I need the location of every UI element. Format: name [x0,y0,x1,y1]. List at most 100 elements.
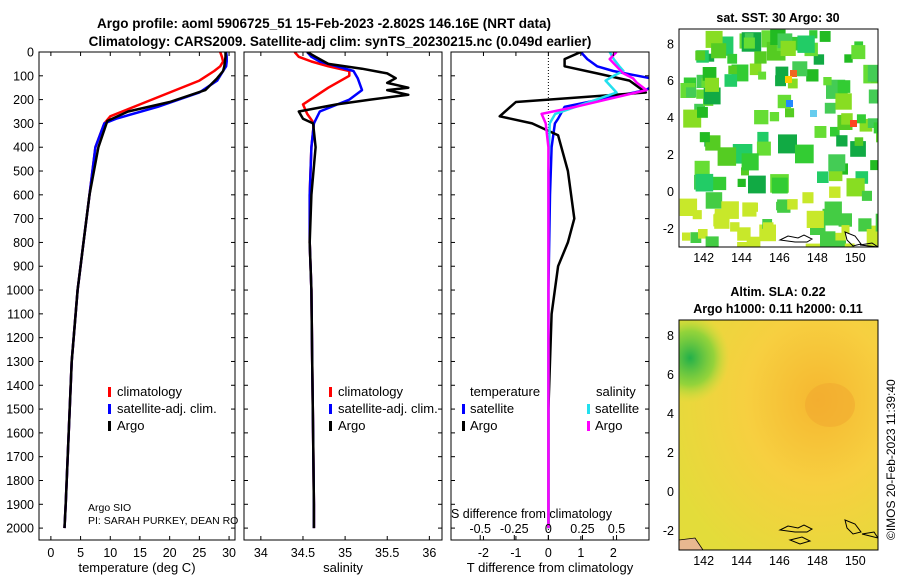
sst-map-frame [678,28,879,248]
sst-pixel [717,147,737,166]
x-tick-label: 0 [545,546,552,560]
sst-pixel [844,54,853,63]
sla-map-frame [678,319,879,551]
y-tick-label: 1200 [6,331,34,345]
series-climatology [63,52,225,529]
legend-swatch-climatology [108,387,111,397]
sst-pixel [841,225,850,234]
s-tick-label: -0.25 [500,522,529,536]
map-x-tick-label: 146 [769,554,790,568]
x-tick-label: 0 [47,546,54,560]
sla-map-title-line2: Argo h1000: 0.11 h2000: 0.11 [693,302,863,316]
sst-pixel [868,89,878,104]
sst-pixel [835,93,852,110]
sst-pixel [737,227,751,241]
y-tick-label: 1300 [6,355,34,369]
map-y-tick-label: 2 [667,446,674,460]
sst-pixel [758,71,767,80]
series-climatology [293,52,351,529]
legend-t-satellite: satellite [470,401,514,416]
legend-argo: Argo [117,418,144,433]
sst-pixel [787,78,798,89]
sst-pixel [775,75,786,87]
sst-pixel [861,190,872,201]
x-tick-label: 34 [254,546,268,560]
map-y-tick-label: 6 [667,74,674,88]
sst-pixel [714,213,730,229]
sst-pixel [873,122,878,134]
sst-pixel [797,35,815,53]
sst-pixel [754,110,769,125]
map-x-tick-label: 150 [845,554,866,568]
sst-pixel [795,144,814,164]
sst-pixel [806,69,819,82]
sst-pixel [809,30,818,39]
sst-pixel [724,74,738,87]
sla-orange-patch [805,383,855,427]
legend-swatch-s-argo [587,421,590,431]
y-tick-label: 100 [13,69,34,83]
series-satellite-adj-clim- [63,52,228,529]
sla-coastline [778,519,878,545]
sst-anomaly-pixel [850,120,857,127]
sst-pixel [830,126,840,137]
map-y-tick-label: -2 [663,524,674,538]
sst-pixel [823,77,832,86]
legend-title-salinity: salinity [596,384,636,399]
sst-anomaly-pixel [790,70,797,77]
source-note-line1: Argo SIO [88,502,131,514]
sst-pixel [837,80,851,93]
sst-pixel [780,40,796,56]
map-x-tick-label: 148 [807,554,828,568]
s-difference-axis-label: S difference from climatology [451,507,613,521]
difference-legend: temperature satellite Argo salinity sate… [462,384,639,433]
salinity-xlabel: salinity [323,560,363,575]
sst-pixel [728,65,737,75]
sla-map-title-line1: Altim. SLA: 0.22 [730,285,825,299]
y-tick-label: 900 [13,260,34,274]
sst-pixel [870,160,878,171]
legend-satellite: satellite-adj. clim. [338,401,438,416]
sst-pixel [829,186,841,198]
map-x-tick-label: 146 [769,251,790,265]
map-y-tick-label: 2 [667,148,674,162]
imos-watermark: ©IMOS 20-Feb-2023 11:39:40 [884,379,898,540]
source-note-line2: PI: SARAH PURKEY, DEAN RO [88,515,238,527]
y-tick-label: 400 [13,141,34,155]
legend-t-argo: Argo [470,418,497,433]
y-tick-label: 800 [13,236,34,250]
x-tick-label: 35 [338,546,352,560]
y-tick-label: 600 [13,188,34,202]
legend-swatch-t-argo [462,421,465,431]
sst-pixel [846,178,865,197]
map-y-tick-label: -2 [663,222,674,236]
x-tick-label: 25 [192,546,206,560]
x-tick-label: -2 [478,546,489,560]
map-x-tick-label: 144 [731,251,752,265]
sst-pixel [702,67,717,81]
series-t-argo [498,52,648,529]
y-tick-label: 200 [13,93,34,107]
legend-argo: Argo [338,418,365,433]
map-y-tick-label: 4 [667,111,674,125]
sst-pixel [778,134,797,154]
series-t-satellite [547,52,649,529]
sst-coastline [778,231,878,247]
map-x-tick-label: 148 [807,251,828,265]
sst-pixel [754,51,767,64]
y-tick-label: 1000 [6,284,34,298]
x-tick-label: 2 [610,546,617,560]
x-tick-label: 36 [422,546,436,560]
legend-satellite: satellite-adj. clim. [117,401,217,416]
x-tick-label: 35.5 [375,546,399,560]
sst-pixel [690,232,702,243]
sst-pixel [838,213,852,227]
sst-pixel [686,87,697,98]
sst-pixel [742,202,757,217]
difference-xlabel: T difference from climatology [467,560,634,575]
legend-swatch-climatology [329,387,332,397]
map-y-tick-label: 0 [667,185,674,199]
map-y-tick-label: 6 [667,368,674,382]
sst-pixel [697,106,708,118]
